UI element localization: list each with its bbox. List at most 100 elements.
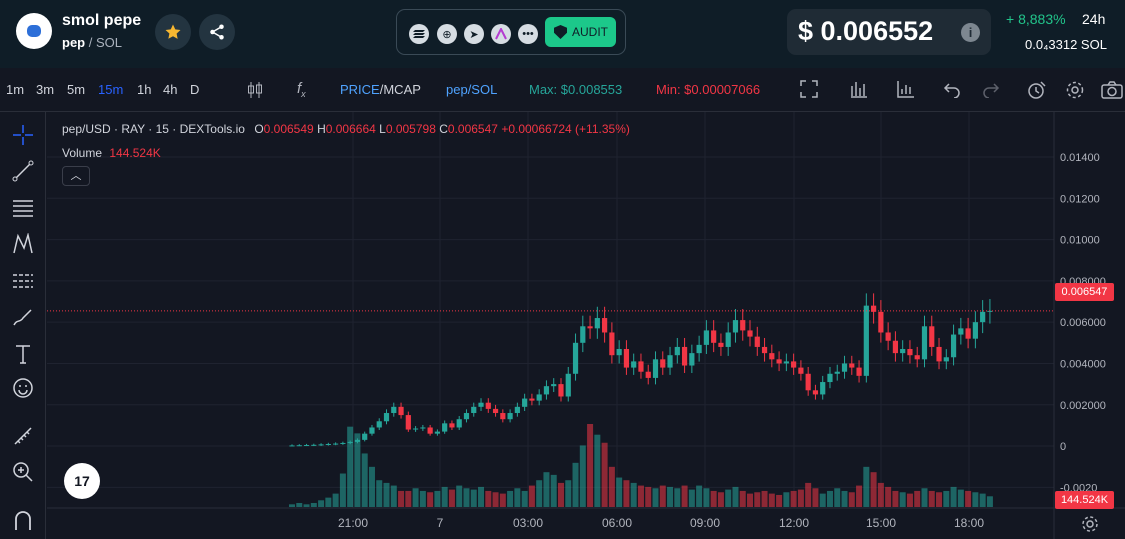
x-icon[interactable] bbox=[491, 24, 511, 44]
volume-bar bbox=[645, 486, 652, 507]
candle-body bbox=[289, 445, 295, 447]
collapse-legend-button[interactable]: ︿ bbox=[62, 166, 90, 186]
timeframe-3m[interactable]: 3m bbox=[36, 82, 55, 97]
candle-body bbox=[631, 361, 637, 368]
volume-bar bbox=[361, 453, 368, 507]
timeframe-4h[interactable]: 4h bbox=[163, 82, 178, 97]
magnet-tool[interactable] bbox=[10, 508, 36, 534]
candle-body bbox=[529, 398, 535, 401]
candle-body bbox=[602, 318, 608, 333]
chart-settings-icon[interactable] bbox=[1080, 514, 1100, 534]
volume-bar bbox=[768, 493, 775, 507]
fib-tool[interactable] bbox=[10, 195, 36, 221]
candle-body bbox=[820, 382, 826, 395]
volume-bar bbox=[637, 485, 644, 507]
change-period: 24h bbox=[1082, 11, 1106, 27]
trend-line-tool[interactable] bbox=[10, 158, 36, 184]
ohlc-legend: pep/USD · RAY · 15 · DEXTools.io O0.0065… bbox=[62, 122, 630, 136]
price-toggle[interactable]: PRICE/MCAP bbox=[340, 82, 421, 97]
y-tick-label: 0.01000 bbox=[1060, 235, 1100, 247]
volume-bar bbox=[747, 493, 754, 507]
volume-bar bbox=[499, 493, 506, 507]
volume-bar bbox=[681, 485, 688, 507]
crosshair-tool[interactable] bbox=[10, 122, 36, 148]
volume-bar bbox=[841, 490, 848, 507]
bar-chart-icon[interactable] bbox=[850, 80, 868, 98]
brush-tool[interactable] bbox=[10, 305, 36, 331]
volume-bar bbox=[819, 493, 826, 507]
volume-bar bbox=[354, 433, 361, 507]
volume-bar bbox=[710, 490, 717, 507]
horizontal-lines-icon bbox=[13, 200, 33, 217]
volume-bar bbox=[325, 497, 332, 507]
info-icon[interactable]: i bbox=[961, 23, 980, 42]
candle-body bbox=[594, 318, 600, 329]
volume-bar bbox=[674, 488, 681, 507]
settings-gear-icon[interactable] bbox=[1065, 80, 1085, 100]
volume-bar bbox=[805, 482, 812, 507]
fullscreen-icon[interactable] bbox=[800, 80, 818, 98]
timeframe-15m[interactable]: 15m bbox=[98, 82, 124, 97]
timeframe-5m[interactable]: 5m bbox=[67, 82, 86, 97]
more-icon[interactable]: ••• bbox=[518, 24, 538, 44]
candle-body bbox=[522, 398, 528, 407]
telegram-icon[interactable]: ➤ bbox=[464, 24, 484, 44]
legend-close: 0.006547 bbox=[447, 122, 498, 136]
price-chart[interactable]: 0.014000.012000.010000.0080000.0060000.0… bbox=[47, 112, 1125, 539]
share-button[interactable] bbox=[199, 14, 235, 50]
audit-button[interactable]: AUDIT bbox=[545, 17, 616, 47]
volume-bar bbox=[732, 486, 739, 507]
undo-icon[interactable] bbox=[943, 80, 961, 98]
candle-body bbox=[871, 305, 877, 312]
redo-icon[interactable] bbox=[982, 80, 1000, 98]
candle-body bbox=[936, 346, 942, 362]
volume-bar bbox=[863, 466, 870, 507]
emoji-tool[interactable] bbox=[10, 375, 36, 401]
favorite-button[interactable] bbox=[155, 14, 191, 50]
ruler-tool[interactable] bbox=[10, 423, 36, 449]
audit-label: AUDIT bbox=[572, 25, 608, 39]
volume-bar bbox=[848, 492, 855, 507]
volume-label: Volume bbox=[62, 146, 103, 160]
solana-icon[interactable] bbox=[409, 24, 429, 44]
text-tool[interactable] bbox=[10, 341, 36, 367]
timeframe-d[interactable]: D bbox=[190, 82, 200, 97]
candle-body bbox=[369, 427, 375, 434]
y-tick-label: 0 bbox=[1060, 441, 1066, 453]
timeframe-1m[interactable]: 1m bbox=[6, 82, 25, 97]
zoom-tool[interactable] bbox=[10, 459, 36, 485]
candle-body bbox=[362, 433, 368, 440]
projection-tool[interactable] bbox=[10, 268, 36, 294]
candle-body bbox=[391, 406, 397, 414]
candles-type-icon[interactable] bbox=[247, 80, 263, 100]
candle-body bbox=[303, 445, 310, 447]
candle-body bbox=[958, 328, 964, 335]
candle-body bbox=[325, 443, 331, 445]
volume-bar bbox=[616, 477, 623, 507]
volume-bar bbox=[303, 504, 310, 507]
timeframe-1h[interactable]: 1h bbox=[137, 82, 152, 97]
candle-body bbox=[689, 353, 695, 366]
candle-body bbox=[492, 408, 499, 414]
candle-body bbox=[943, 357, 949, 362]
volume-bar bbox=[688, 489, 695, 507]
volume-bar bbox=[289, 504, 295, 507]
y-tick-label: 0.004000 bbox=[1060, 358, 1106, 370]
smiley-icon bbox=[13, 378, 33, 398]
volume-chart-icon[interactable] bbox=[897, 80, 915, 98]
indicators-icon[interactable]: fx bbox=[297, 80, 306, 99]
volume-bar bbox=[834, 488, 841, 507]
candle-body bbox=[507, 413, 513, 420]
x-tick-label: 18:00 bbox=[954, 516, 984, 530]
candle-body bbox=[340, 442, 346, 444]
candle-body bbox=[580, 326, 586, 343]
candle-body bbox=[311, 444, 317, 446]
candle-body bbox=[660, 359, 666, 368]
tradingview-logo[interactable]: 17 bbox=[64, 463, 100, 499]
globe-icon[interactable]: ⊕ bbox=[437, 24, 457, 44]
candle-body bbox=[711, 330, 717, 343]
pair-toggle[interactable]: pep/SOL bbox=[446, 82, 498, 97]
pattern-tool[interactable] bbox=[10, 231, 36, 257]
alert-clock-icon[interactable] bbox=[1027, 80, 1047, 100]
camera-icon[interactable] bbox=[1101, 80, 1123, 100]
